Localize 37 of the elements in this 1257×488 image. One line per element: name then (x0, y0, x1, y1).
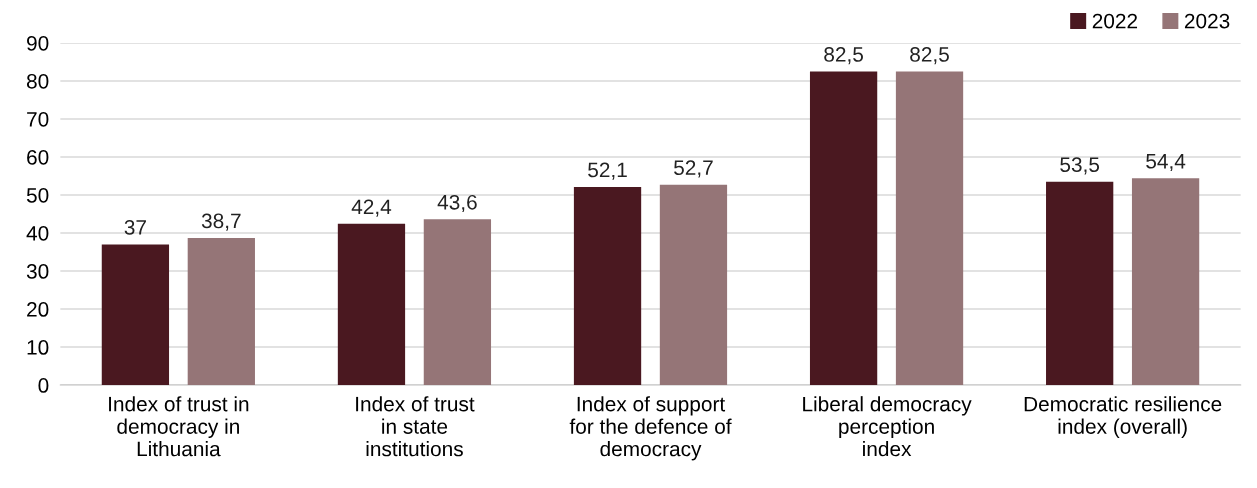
data-label: 53,5 (1060, 157, 1100, 175)
y-tick-label: 0 (38, 378, 49, 393)
y-tick-label: 60 (27, 149, 49, 165)
y-tick-label: 80 (26, 73, 49, 89)
legend-label: 2022 (1092, 13, 1138, 29)
bar (809, 71, 878, 386)
bar (101, 244, 170, 386)
y-tick-label: 50 (26, 187, 49, 203)
x-tick-label: Democratic resilience index (overall) (1024, 396, 1222, 438)
data-label: 82,5 (824, 47, 863, 65)
x-tick-label: Index of trust in democracy in Lithuania (109, 396, 249, 457)
bar (1131, 178, 1200, 386)
data-label: 37 (124, 219, 146, 235)
data-label: 54,4 (1146, 154, 1186, 172)
y-tick-label: 90 (27, 35, 49, 51)
bar (423, 219, 492, 386)
y-tick-label: 30 (26, 264, 49, 279)
bar (895, 71, 964, 386)
data-label: 38,7 (201, 213, 241, 231)
bar (573, 187, 642, 386)
bar (1046, 181, 1114, 386)
data-label: 43,6 (437, 194, 477, 213)
legend-label: 2023 (1184, 13, 1230, 29)
data-label: 52,7 (674, 160, 713, 178)
data-label: 52,1 (588, 162, 627, 180)
data-label: 42,4 (351, 199, 392, 217)
y-tick-label: 10 (27, 340, 49, 355)
y-tick-label: 40 (26, 225, 49, 241)
data-label: 82,5 (910, 47, 949, 65)
bar (337, 223, 406, 386)
bar (659, 184, 728, 386)
x-tick-label: Index of trust in state institutions (356, 396, 475, 457)
y-tick-label: 20 (27, 302, 49, 317)
y-tick-label: 70 (27, 111, 49, 127)
x-tick-label: Liberal democracy perception index (803, 396, 972, 457)
x-tick-label: Index of support for the defence of democracy (569, 396, 732, 461)
bar (187, 237, 255, 386)
